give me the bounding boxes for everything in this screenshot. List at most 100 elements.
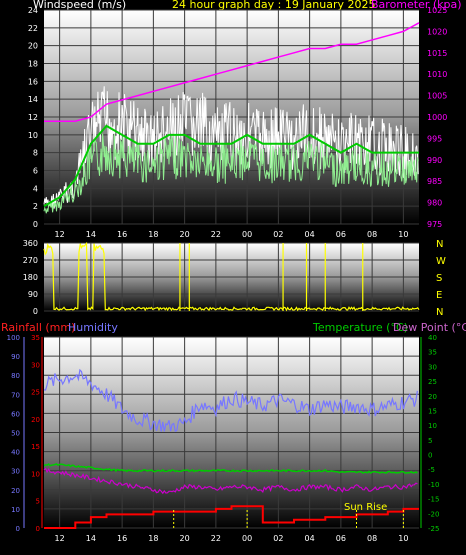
time-tick-label: 04: [305, 230, 315, 239]
time-tick-label: 20: [180, 230, 190, 239]
temperature-tick-label: -10: [428, 481, 439, 489]
temperature-tick-label: 20: [428, 393, 437, 401]
rainfall-tick-label: 25: [31, 389, 40, 397]
time-tick-label: 10: [398, 230, 408, 239]
graph-title: 24 hour graph day : 19 January 2025: [172, 0, 376, 11]
climate-series: [43, 368, 419, 529]
wind-tick-label: 2: [33, 202, 38, 211]
barometer-tick-label: 980: [427, 199, 442, 208]
wind-tick-label: 0: [33, 220, 38, 229]
direction-series: [43, 241, 420, 312]
barometer-tick-label: 975: [427, 220, 442, 229]
wind-tick-label: 18: [28, 60, 38, 69]
compass-label: E: [436, 290, 442, 301]
rainfall-tick-label: 30: [31, 361, 40, 369]
rainfall-tick-label: 15: [31, 443, 40, 451]
wind-tick-label: 22: [28, 24, 38, 33]
rainfall-tick-label: 5: [36, 498, 40, 506]
direction-tick-label: 90: [28, 290, 38, 299]
climate-time-tick-label: 02: [273, 534, 283, 543]
wind-tick-label: 6: [33, 167, 38, 176]
humidity-line: [43, 368, 418, 433]
time-tick-label: 18: [148, 230, 158, 239]
temperature-tick-label: 5: [428, 437, 432, 445]
time-tick-label: 06: [336, 230, 346, 239]
barometer-line: [44, 22, 420, 123]
temperature-tick-label: -25: [428, 525, 439, 533]
humidity-tick-label: 80: [11, 372, 20, 380]
temperature-tick-label: 25: [428, 378, 437, 386]
humidity-tick-label: 90: [11, 353, 20, 361]
temperature-line: [43, 463, 418, 474]
temperature-tick-label: 15: [428, 407, 437, 415]
climate-time-tick-label: 10: [398, 534, 408, 543]
wind-tick-label: 10: [28, 131, 38, 140]
climate-time-tick-label: 00: [242, 534, 252, 543]
temperature-axis-title: Temperature (°C): [312, 321, 408, 334]
climate-time-tick-label: 14: [86, 534, 96, 543]
humidity-axis-title: Humidity: [68, 321, 118, 334]
humidity-tick-label: 70: [11, 391, 20, 399]
rainfall-tick-label: 35: [31, 334, 40, 342]
barometer-axis-title: Barometer (kpa): [371, 0, 462, 11]
humidity-tick-label: 60: [11, 410, 20, 418]
direction-tick-label: 180: [23, 273, 38, 282]
dewpoint-line: [43, 467, 418, 495]
climate-time-tick-label: 06: [336, 534, 346, 543]
humidity-tick-label: 20: [11, 487, 20, 495]
climate-time-tick-label: 08: [367, 534, 377, 543]
barometer-tick-label: 1020: [427, 27, 447, 36]
barometer-tick-label: 990: [427, 156, 442, 165]
barometer-tick-label: 1005: [427, 92, 447, 101]
wind-series: [43, 22, 420, 214]
dewpoint-axis-title: Dew Point (°C): [393, 321, 466, 334]
rainfall-tick-label: 10: [31, 470, 40, 478]
barometer-tick-label: 1025: [427, 6, 447, 15]
climate-time-tick-label: 04: [305, 534, 315, 543]
compass-label: S: [436, 273, 442, 284]
humidity-tick-label: 100: [7, 334, 20, 342]
axis-labels: 0246810121416182022249759809859909951000…: [7, 6, 448, 543]
wind-tick-label: 4: [33, 184, 38, 193]
wind-direction-line: [43, 241, 420, 312]
barometer-tick-label: 1000: [427, 113, 447, 122]
climate-time-tick-label: 16: [117, 534, 127, 543]
temperature-tick-label: 0: [428, 452, 432, 460]
barometer-tick-label: 985: [427, 177, 442, 186]
temperature-tick-label: -5: [428, 466, 435, 474]
temperature-tick-label: 35: [428, 349, 437, 357]
temperature-tick-label: 10: [428, 422, 437, 430]
humidity-tick-label: 50: [11, 430, 20, 438]
climate-time-tick-label: 22: [211, 534, 221, 543]
barometer-tick-label: 1015: [427, 49, 447, 58]
wind-tick-label: 14: [28, 95, 38, 104]
sunrise-label: Sun Rise: [344, 502, 387, 513]
wind-tick-label: 24: [28, 6, 38, 15]
humidity-tick-label: 40: [11, 449, 20, 457]
barometer-tick-label: 1010: [427, 70, 447, 79]
humidity-tick-label: 0: [16, 525, 20, 533]
temperature-tick-label: -20: [428, 510, 439, 518]
temperature-tick-label: -15: [428, 496, 439, 504]
compass-label: W: [436, 256, 446, 267]
wind-smoothed-line: [43, 124, 419, 208]
compass-label: N: [436, 307, 443, 318]
wind-tick-label: 8: [33, 149, 38, 158]
time-tick-label: 22: [211, 230, 221, 239]
rainfall-tick-label: 0: [36, 525, 40, 533]
wind-tick-label: 20: [28, 42, 38, 51]
wind-average-line: [43, 133, 419, 214]
climate-time-tick-label: 12: [55, 534, 65, 543]
time-tick-label: 14: [86, 230, 96, 239]
time-tick-label: 08: [367, 230, 377, 239]
humidity-tick-label: 30: [11, 468, 20, 476]
direction-tick-label: 0: [33, 307, 38, 316]
climate-time-tick-label: 18: [148, 534, 158, 543]
rainfall-tick-label: 20: [31, 416, 40, 424]
time-tick-label: 12: [55, 230, 65, 239]
direction-tick-label: 270: [23, 256, 38, 265]
direction-tick-label: 360: [23, 239, 38, 248]
compass-label: N: [436, 239, 443, 250]
rainfall-axis-title: Rainfall (mm): [1, 321, 75, 334]
